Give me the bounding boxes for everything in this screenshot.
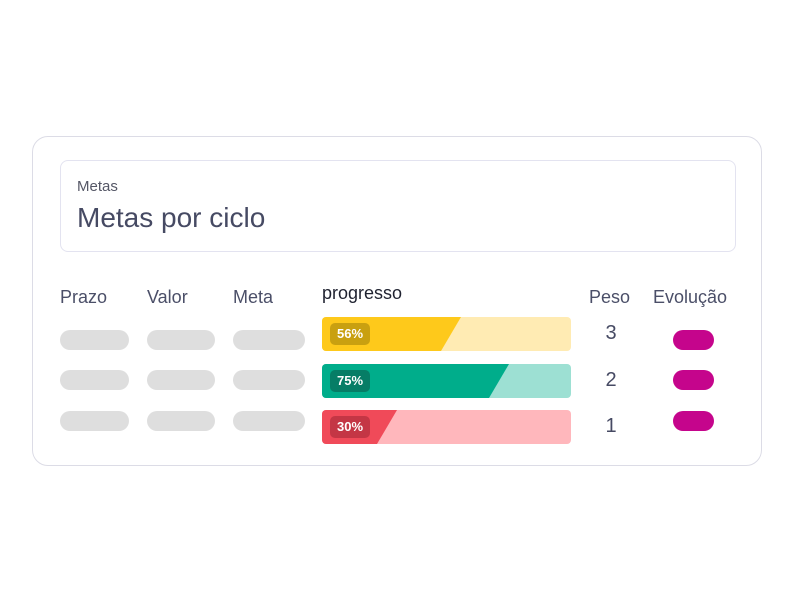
evolution-indicator [673,370,714,390]
progress-percent-badge: 30% [330,416,371,438]
goals-card: Metas Metas por ciclo Prazo Valor Meta p… [32,136,762,466]
valor-placeholder [147,370,215,390]
evolution-indicator [673,411,714,431]
meta-placeholder [233,330,305,350]
card-label: Metas [77,178,118,195]
column-header-progresso: progresso [322,283,403,303]
valor-placeholder [147,411,215,431]
prazo-placeholder [60,370,129,390]
goals-header: Metas Metas por ciclo [60,160,736,252]
evolution-indicator [673,330,714,350]
prazo-placeholder [60,411,129,431]
valor-placeholder [147,330,215,350]
column-header-meta: Meta [233,287,274,307]
weight-value: 2 [605,369,617,391]
weight-value: 1 [605,415,617,437]
column-header-peso: Peso [589,287,631,307]
weight-value: 3 [605,322,617,344]
progress-percent-badge: 56% [330,323,371,345]
meta-placeholder [233,370,305,390]
progress-bar: 75% [322,364,571,398]
prazo-placeholder [60,330,129,350]
meta-placeholder [233,411,305,431]
progress-bar: 30% [322,410,571,444]
column-header-valor: Valor [147,287,188,307]
column-header-evolucao: Evolução [653,287,728,307]
column-header-prazo: Prazo [60,287,108,307]
progress-bar: 56% [322,317,571,351]
card-title: Metas por ciclo [77,202,266,233]
progress-percent-badge: 75% [330,370,371,392]
